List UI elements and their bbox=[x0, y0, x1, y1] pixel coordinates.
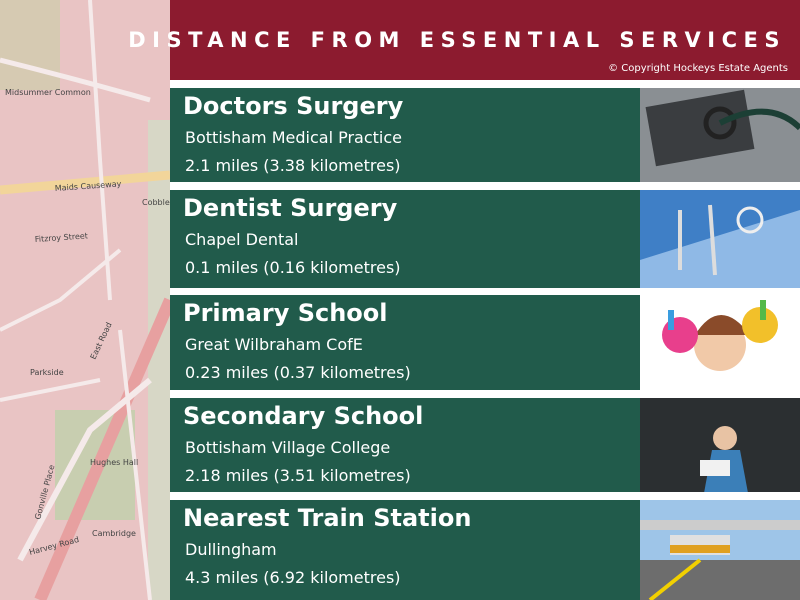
service-name: Secondary School bbox=[183, 402, 424, 430]
service-row: Nearest Train Station Dullingham 4.3 miles… bbox=[170, 500, 800, 600]
service-name: Dentist Surgery bbox=[183, 194, 398, 222]
service-place: Dullingham bbox=[185, 540, 277, 559]
header: DISTANCE FROM ESSENTIAL SERVICES © Copyr… bbox=[128, 0, 800, 80]
service-photo bbox=[640, 190, 800, 288]
service-place: Chapel Dental bbox=[185, 230, 299, 249]
map-label: Fitzroy Street bbox=[35, 231, 89, 244]
service-photo bbox=[640, 88, 800, 182]
service-row: Primary School Great Wilbraham CofE 0.23 m… bbox=[170, 295, 800, 390]
map-label: Cambridge bbox=[92, 529, 136, 538]
service-place: Bottisham Village College bbox=[185, 438, 391, 457]
service-distance: 2.18 miles (3.51 kilometres) bbox=[185, 466, 411, 485]
service-photo bbox=[640, 398, 800, 492]
service-place: Bottisham Medical Practice bbox=[185, 128, 402, 147]
map-label: Parkside bbox=[30, 368, 64, 377]
service-name: Doctors Surgery bbox=[183, 92, 404, 120]
map-label: Hughes Hall bbox=[90, 458, 138, 467]
service-row: Doctors Surgery Bottisham Medical Practic… bbox=[170, 88, 800, 182]
service-row: Secondary School Bottisham Village Colleg… bbox=[170, 398, 800, 492]
service-distance: 4.3 miles (6.92 kilometres) bbox=[185, 568, 401, 587]
service-name: Primary School bbox=[183, 299, 388, 327]
service-distance: 0.1 miles (0.16 kilometres) bbox=[185, 258, 401, 277]
map-label: Cobble Yard bbox=[142, 198, 170, 207]
title: DISTANCE FROM ESSENTIAL SERVICES bbox=[128, 28, 786, 52]
service-name: Nearest Train Station bbox=[183, 504, 472, 532]
map-label: Midsummer Common bbox=[5, 88, 91, 97]
service-row: Dentist Surgery Chapel Dental 0.1 miles (0… bbox=[170, 190, 800, 288]
service-photo bbox=[640, 500, 800, 600]
service-photo bbox=[640, 295, 800, 390]
service-distance: 0.23 miles (0.37 kilometres) bbox=[185, 363, 411, 382]
copyright: © Copyright Hockeys Estate Agents bbox=[608, 63, 788, 74]
service-distance: 2.1 miles (3.38 kilometres) bbox=[185, 156, 401, 175]
service-place: Great Wilbraham CofE bbox=[185, 335, 363, 354]
